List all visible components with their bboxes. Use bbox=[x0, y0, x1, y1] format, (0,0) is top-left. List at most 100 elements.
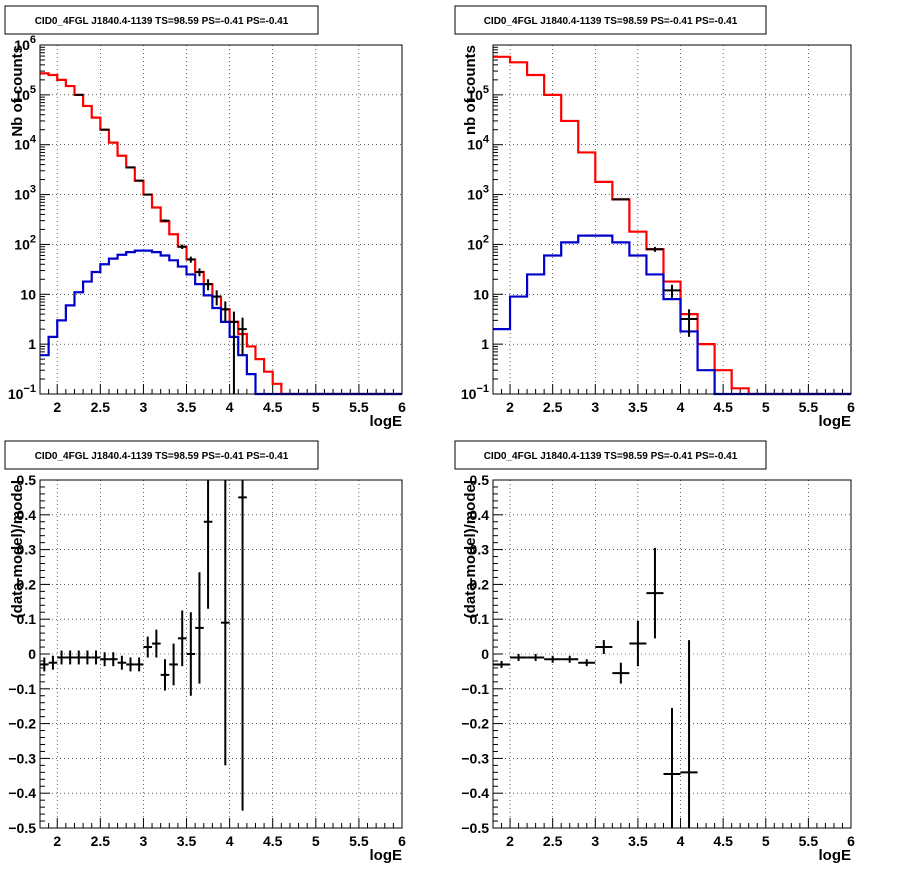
y-tick-label: 1 bbox=[481, 336, 489, 352]
y-axis-label: (data-model)/model bbox=[462, 480, 479, 618]
y-tick-base: 10 bbox=[14, 87, 30, 103]
x-tick-label: 5 bbox=[312, 833, 320, 849]
data-point bbox=[117, 655, 127, 670]
data-point bbox=[510, 654, 528, 661]
y-tick-label: 102 bbox=[467, 233, 489, 252]
y-axis-label: (data-model)/model bbox=[9, 480, 26, 618]
y-tick-exponent: 2 bbox=[483, 233, 489, 245]
y-tick-label: 105 bbox=[14, 84, 36, 103]
data-point bbox=[126, 166, 135, 169]
y-tick-exponent: 4 bbox=[30, 134, 37, 146]
chart-title: CID0_4FGL J1840.4-1139 TS=98.59 PS=-0.41… bbox=[484, 451, 738, 462]
data-point bbox=[126, 657, 135, 672]
data-point bbox=[646, 547, 664, 639]
x-tick-label: 5 bbox=[312, 399, 320, 415]
y-tick-label: 0 bbox=[28, 646, 36, 662]
data-point bbox=[143, 636, 153, 658]
step-series-1 bbox=[40, 72, 402, 396]
x-tick-label: 2 bbox=[53, 833, 61, 849]
y-tick-label: 0.2 bbox=[17, 576, 37, 592]
x-tick-label: 6 bbox=[398, 399, 406, 415]
step-series-2 bbox=[40, 249, 402, 396]
y-tick-label: 103 bbox=[467, 184, 489, 203]
step-series-1 bbox=[493, 55, 851, 396]
data-point bbox=[663, 284, 681, 298]
data-point bbox=[203, 279, 213, 291]
step-series-2 bbox=[493, 234, 851, 396]
y-tick-base: 10 bbox=[14, 236, 30, 252]
y-tick-label: 0.5 bbox=[470, 472, 490, 488]
y-tick-exponent: 4 bbox=[483, 134, 490, 146]
plot-frame bbox=[492, 479, 852, 829]
y-tick-label: 105 bbox=[467, 84, 489, 103]
y-tick-label: −0.1 bbox=[8, 681, 36, 697]
data-point bbox=[595, 640, 613, 654]
x-tick-label: 3.5 bbox=[628, 399, 648, 415]
chart-panel-4: CID0_4FGL J1840.4-1139 TS=98.59 PS=-0.41… bbox=[454, 440, 855, 864]
y-tick-exponent: 3 bbox=[483, 184, 489, 196]
y-tick-exponent: 2 bbox=[30, 233, 36, 245]
y-tick-label: −0.4 bbox=[8, 785, 36, 801]
x-tick-label: 4 bbox=[226, 399, 234, 415]
data-point bbox=[612, 662, 630, 684]
data-point bbox=[629, 620, 647, 667]
x-tick-label: 4 bbox=[226, 833, 234, 849]
data-point bbox=[238, 317, 247, 356]
data-point bbox=[195, 572, 204, 684]
data-point bbox=[65, 650, 75, 665]
data-point bbox=[108, 652, 118, 667]
y-tick-exponent: 5 bbox=[483, 84, 489, 96]
data-point bbox=[221, 480, 230, 766]
data-point bbox=[152, 629, 161, 658]
y-tick-label: 0.3 bbox=[470, 542, 490, 558]
y-tick-label: 0.1 bbox=[17, 611, 37, 627]
x-axis-label: logE bbox=[370, 413, 403, 430]
data-point bbox=[134, 179, 144, 182]
y-tick-label: −0.5 bbox=[8, 820, 36, 836]
data-point bbox=[74, 650, 84, 665]
x-tick-label: 6 bbox=[398, 833, 406, 849]
data-point bbox=[663, 707, 681, 828]
chart-title: CID0_4FGL J1840.4-1139 TS=98.59 PS=-0.41… bbox=[484, 16, 738, 27]
x-tick-label: 2.5 bbox=[91, 399, 111, 415]
data-point bbox=[186, 612, 196, 696]
data-point bbox=[100, 652, 109, 667]
x-tick-label: 4 bbox=[677, 833, 685, 849]
plot-frame bbox=[39, 479, 403, 829]
y-tick-label: 103 bbox=[14, 184, 36, 203]
data-point bbox=[212, 290, 221, 306]
y-tick-base: 10 bbox=[14, 187, 30, 203]
plot-frame bbox=[39, 44, 403, 395]
x-tick-label: 3.5 bbox=[177, 399, 197, 415]
x-tick-label: 4.5 bbox=[713, 399, 733, 415]
data-point bbox=[40, 657, 49, 672]
y-tick-label: 104 bbox=[14, 134, 37, 153]
x-tick-label: 5 bbox=[762, 833, 770, 849]
x-axis-label: logE bbox=[819, 847, 852, 864]
y-tick-label: 0 bbox=[481, 646, 489, 662]
data-point bbox=[646, 246, 664, 252]
data-point bbox=[48, 655, 58, 670]
x-tick-label: 5.5 bbox=[349, 399, 369, 415]
y-tick-exponent: 6 bbox=[30, 34, 36, 46]
x-tick-label: 3 bbox=[140, 833, 148, 849]
data-point bbox=[493, 660, 511, 668]
data-point bbox=[544, 655, 562, 663]
x-tick-label: 6 bbox=[847, 833, 855, 849]
y-tick-base: 10 bbox=[467, 137, 483, 153]
y-tick-label: 0.5 bbox=[17, 472, 37, 488]
chart-panel-2: CID0_4FGL J1840.4-1139 TS=98.59 PS=-0.41… bbox=[454, 5, 855, 430]
data-point bbox=[680, 640, 698, 828]
data-point bbox=[177, 610, 187, 667]
data-point bbox=[195, 268, 204, 277]
plot-frame bbox=[492, 44, 852, 395]
y-tick-exponent: 5 bbox=[30, 84, 36, 96]
x-tick-label: 4.5 bbox=[713, 833, 733, 849]
x-tick-label: 5 bbox=[762, 399, 770, 415]
y-axis-label: Nb of counts bbox=[9, 45, 26, 137]
data-point bbox=[578, 659, 596, 667]
x-axis-label: logE bbox=[370, 847, 403, 864]
y-tick-exponent: −1 bbox=[23, 383, 36, 395]
y-tick-base: 10 bbox=[467, 187, 483, 203]
